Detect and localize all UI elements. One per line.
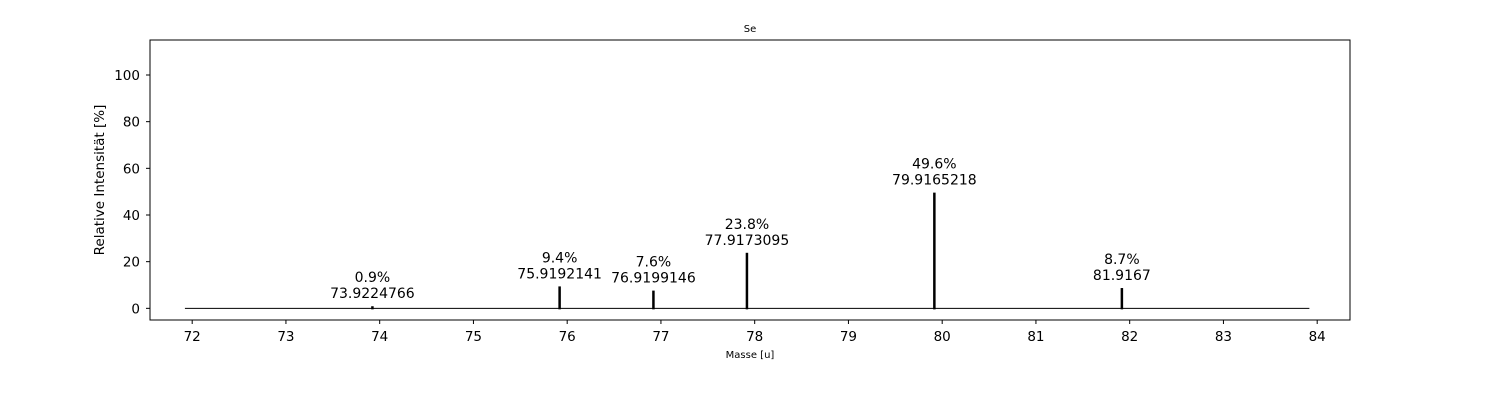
peak-percent-label-3: 23.8% (725, 217, 769, 233)
x-tick-label: 81 (1027, 329, 1044, 345)
chart-title: Se (744, 24, 757, 35)
peak-mass-label-1: 75.9192141 (517, 266, 602, 282)
peak-mass-label-3: 77.9173095 (705, 233, 790, 249)
y-axis: 0 20 40 60 80 100 (114, 68, 150, 317)
x-tick-label: 80 (934, 329, 951, 345)
peak-percent-label-0: 0.9% (355, 270, 391, 286)
y-tick-label: 80 (123, 115, 140, 131)
x-tick-label: 73 (277, 329, 294, 345)
x-tick-label: 72 (184, 329, 201, 345)
x-tick-label: 79 (840, 329, 857, 345)
x-axis-label: Masse [u] (726, 350, 775, 361)
plot-frame (149, 39, 1351, 321)
y-axis-label: Relative Intensität [%] (92, 105, 108, 256)
peak-percent-label-2: 7.6% (636, 255, 672, 271)
y-tick-label: 40 (123, 208, 140, 224)
peak-mass-label-4: 79.9165218 (892, 173, 977, 189)
peak-percent-label-1: 9.4% (542, 250, 578, 266)
y-tick-label: 20 (123, 255, 140, 271)
x-tick-label: 75 (465, 329, 482, 345)
y-tick-label: 60 (123, 161, 140, 177)
plot-area: 0.9%73.9224766 9.4%75.9192141 7.6%76.91991… (184, 157, 1310, 310)
y-tick-label: 100 (114, 68, 140, 84)
x-tick-label: 78 (746, 329, 763, 345)
peak-mass-label-2: 76.9199146 (611, 271, 696, 287)
y-tick-label: 0 (131, 301, 140, 317)
x-tick-label: 77 (652, 329, 669, 345)
x-tick-label: 83 (1215, 329, 1232, 345)
peak-mass-label-0: 73.9224766 (330, 286, 415, 302)
x-tick-label: 76 (559, 329, 576, 345)
x-tick-label: 82 (1121, 329, 1138, 345)
x-tick-label: 74 (371, 329, 388, 345)
peak-percent-label-4: 49.6% (912, 157, 956, 173)
peak-mass-label-5: 81.9167 (1093, 268, 1151, 284)
x-tick-label: 84 (1309, 329, 1326, 345)
x-axis: 72 73 74 75 76 77 78 79 80 81 82 83 84 (184, 320, 1326, 345)
peak-percent-label-5: 8.7% (1104, 252, 1140, 268)
